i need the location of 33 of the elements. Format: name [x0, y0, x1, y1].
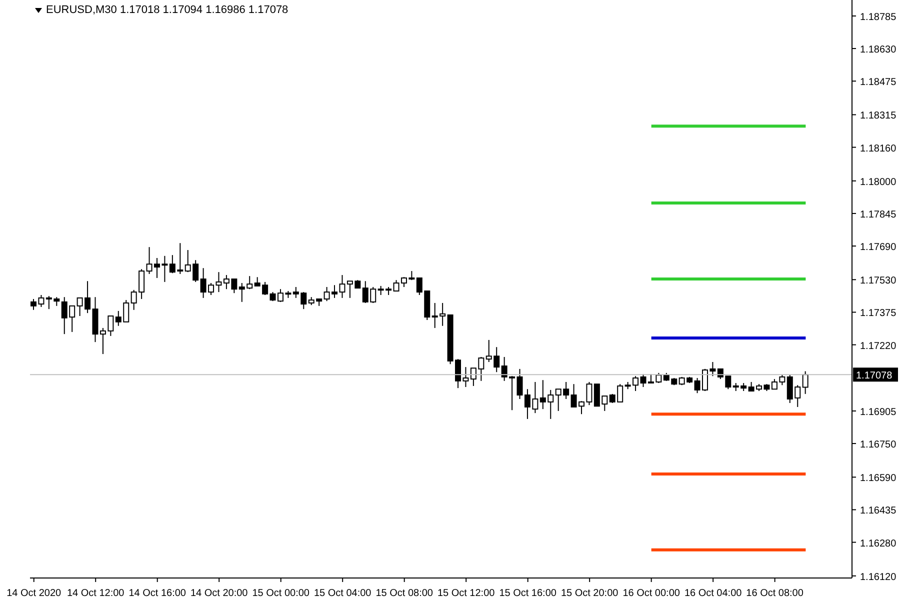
y-tick-label: 1.17220 [860, 340, 897, 352]
x-tick-label: 14 Oct 12:00 [66, 588, 125, 599]
y-tick-label: 1.16120 [860, 572, 897, 583]
y-tick-label: 1.18785 [860, 12, 897, 23]
x-tick-label: 14 Oct 2020 [6, 588, 62, 599]
x-tick-label: 15 Oct 16:00 [499, 588, 557, 599]
y-tick-label: 1.18630 [860, 44, 897, 56]
y-tick-label: 1.17375 [860, 308, 897, 320]
x-tick-label: 16 Oct 08:00 [746, 588, 804, 599]
x-tick-label: 14 Oct 20:00 [190, 588, 248, 599]
y-tick-label: 1.16750 [860, 440, 897, 451]
y-tick-label: 1.18475 [860, 77, 897, 88]
x-tick-label: 14 Oct 16:00 [128, 588, 186, 599]
ref-line-label: 1.17078 [856, 370, 893, 382]
y-tick-label: 1.18315 [860, 110, 897, 122]
y-tick-label: 1.16435 [860, 506, 897, 517]
y-tick-label: 1.16905 [860, 406, 897, 418]
y-tick-label: 1.17690 [860, 242, 897, 254]
x-tick-label: 16 Oct 04:00 [684, 588, 742, 599]
y-tick-label: 1.17530 [860, 276, 897, 287]
y-tick-label: 1.18160 [860, 143, 897, 154]
x-tick-label: 15 Oct 00:00 [252, 588, 310, 599]
x-tick-label: 16 Oct 00:00 [622, 588, 680, 599]
y-tick-label: 1.16590 [860, 473, 897, 484]
y-tick-label: 1.18000 [860, 176, 897, 188]
candlestick [802, 370, 808, 394]
x-tick-label: 15 Oct 20:00 [560, 588, 619, 599]
y-tick-label: 1.16280 [860, 538, 897, 550]
chart-title: EURUSD,M30 1.17018 1.17094 1.16986 1.17078 [46, 4, 288, 16]
x-tick-label: 15 Oct 08:00 [376, 588, 434, 599]
x-tick-label: 15 Oct 12:00 [437, 588, 496, 599]
x-tick-label: 15 Oct 04:00 [314, 588, 372, 599]
y-tick-label: 1.17845 [860, 209, 897, 220]
